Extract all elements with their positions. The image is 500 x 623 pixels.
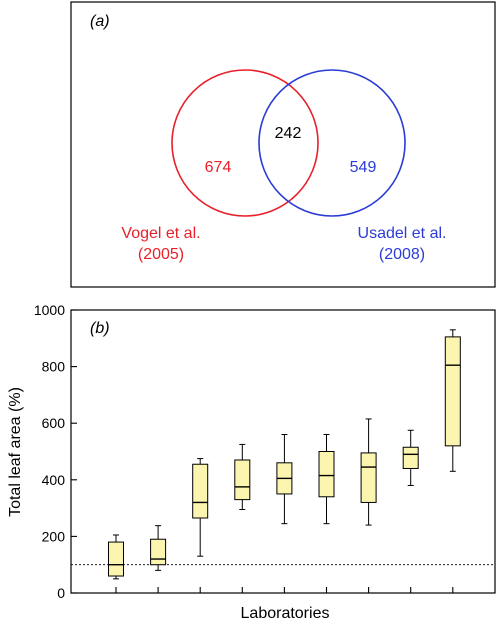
y-tick-label: 200 xyxy=(42,528,66,544)
boxplot-y-axis-label: Total leaf area (%) xyxy=(7,387,24,517)
y-tick-label: 0 xyxy=(57,585,65,601)
venn-count-usadel-only: 549 xyxy=(350,159,377,176)
boxplot-plot-frame xyxy=(70,309,496,594)
box-iqr xyxy=(234,459,251,501)
box-iqr xyxy=(360,452,377,503)
boxplot-x-axis-label: Laboratories xyxy=(241,605,330,622)
box-laboratory-1 xyxy=(108,534,124,593)
box-laboratory-7 xyxy=(360,418,377,593)
venn-count-vogel-only: 674 xyxy=(205,159,232,176)
box-iqr xyxy=(192,463,209,519)
boxplot-boxes xyxy=(108,329,461,593)
box-laboratory-4 xyxy=(234,443,251,593)
y-tick-label: 600 xyxy=(42,415,66,431)
box-iqr xyxy=(402,446,419,469)
boxplot-panel-label: (b) xyxy=(90,320,110,337)
y-tick-label: 400 xyxy=(42,472,66,488)
venn-set-name-vogel: Vogel et al. xyxy=(121,225,200,242)
boxplot-y-axis: 0 200 400 600 800 1000 xyxy=(34,302,77,601)
venn-set-name-usadel: Usadel et al. xyxy=(358,225,447,242)
venn-circle-usadel xyxy=(258,69,406,217)
box-laboratory-9 xyxy=(444,329,461,593)
venn-count-intersection: 242 xyxy=(275,125,302,142)
box-iqr xyxy=(318,451,335,498)
venn-circle-vogel xyxy=(171,69,319,217)
box-iqr xyxy=(444,336,461,447)
y-tick-label: 1000 xyxy=(34,302,65,318)
venn-panel-frame xyxy=(70,1,496,288)
box-laboratory-5 xyxy=(276,434,293,593)
venn-set-year-usadel: (2008) xyxy=(379,246,425,263)
box-laboratory-2 xyxy=(150,525,167,593)
box-laboratory-8 xyxy=(402,429,419,593)
venn-panel-label: (a) xyxy=(90,13,110,30)
box-iqr xyxy=(150,538,167,566)
box-laboratory-6 xyxy=(318,434,335,593)
box-laboratory-3 xyxy=(192,458,209,593)
y-tick-label: 800 xyxy=(42,359,66,375)
venn-set-year-vogel: (2005) xyxy=(138,246,184,263)
box-iqr xyxy=(108,541,124,577)
